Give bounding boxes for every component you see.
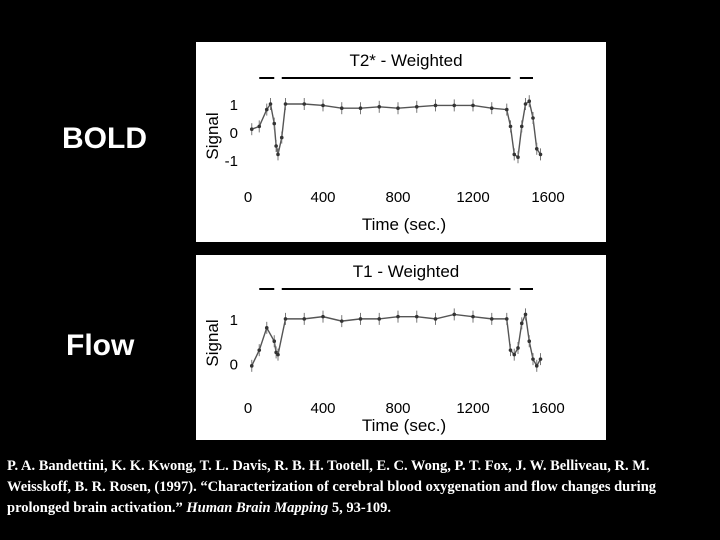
data-point bbox=[264, 326, 269, 330]
x-tick-label: 1600 bbox=[531, 189, 564, 206]
data-point bbox=[508, 124, 513, 129]
data-point bbox=[452, 312, 457, 317]
data-point bbox=[512, 152, 517, 157]
data-point bbox=[538, 152, 543, 157]
data-point bbox=[257, 124, 262, 129]
x-tick-label: 1200 bbox=[456, 400, 489, 417]
data-point bbox=[527, 99, 532, 103]
y-tick-label: 0 bbox=[230, 125, 238, 142]
data-point bbox=[534, 147, 539, 151]
data-point bbox=[377, 105, 382, 109]
data-point bbox=[396, 106, 400, 110]
data-point bbox=[523, 102, 528, 106]
data-point bbox=[358, 106, 363, 110]
data-point bbox=[519, 124, 524, 129]
data-point bbox=[268, 102, 273, 106]
x-tick-label: 0 bbox=[244, 189, 252, 206]
data-point bbox=[433, 103, 438, 108]
x-tick-label: 1600 bbox=[531, 400, 564, 417]
data-point bbox=[527, 339, 532, 344]
data-series-line bbox=[251, 99, 542, 159]
y-tick-label: 0 bbox=[230, 357, 238, 374]
x-tick-label: 400 bbox=[310, 189, 335, 206]
data-point bbox=[534, 364, 539, 368]
data-point bbox=[274, 144, 278, 148]
data-point bbox=[358, 317, 363, 321]
data-point bbox=[272, 339, 277, 344]
data-point bbox=[504, 107, 509, 112]
data-point bbox=[414, 105, 419, 109]
data-point bbox=[272, 121, 277, 126]
y-tick-label: 1 bbox=[230, 97, 238, 114]
y-tick-label: -1 bbox=[225, 153, 238, 170]
flow-chart: T1 - Weighted Signal 1 0 0 400 800 1200 1600 Time… bbox=[203, 262, 565, 435]
data-point bbox=[471, 314, 475, 319]
citation-volume-pages: 5, 93-109. bbox=[328, 500, 392, 516]
y-axis-label: Signal bbox=[203, 319, 222, 366]
data-point bbox=[302, 102, 307, 106]
data-point bbox=[396, 314, 400, 319]
data-point bbox=[523, 312, 528, 317]
bold-label: BOLD bbox=[62, 122, 147, 155]
data-point bbox=[276, 152, 280, 157]
data-point bbox=[276, 352, 280, 357]
data-point bbox=[531, 357, 535, 361]
data-point bbox=[283, 102, 288, 106]
y-tick-label: 1 bbox=[230, 312, 238, 329]
x-tick-label: 0 bbox=[244, 400, 252, 417]
chart-title: T1 - Weighted bbox=[353, 262, 459, 281]
data-point bbox=[279, 135, 284, 140]
flow-chart-panel: T1 - Weighted Signal 1 0 0 400 800 1200 1600 Time… bbox=[196, 255, 606, 440]
data-point bbox=[504, 317, 509, 321]
data-point bbox=[414, 314, 419, 319]
data-point bbox=[516, 155, 520, 159]
data-point bbox=[489, 106, 494, 110]
data-point bbox=[538, 357, 543, 361]
data-point bbox=[264, 107, 269, 112]
citation: P. A. Bandettini, K. K. Kwong, T. L. Dav… bbox=[7, 456, 713, 519]
citation-authors-title: P. A. Bandettini, K. K. Kwong, T. L. Dav… bbox=[7, 458, 657, 516]
chart-title: T2* - Weighted bbox=[349, 51, 462, 70]
data-point bbox=[452, 103, 457, 108]
data-point bbox=[489, 317, 494, 321]
data-point bbox=[321, 314, 325, 319]
x-tick-label: 1200 bbox=[456, 189, 489, 206]
data-point bbox=[339, 106, 344, 110]
data-point bbox=[249, 127, 254, 131]
flow-label: Flow bbox=[66, 329, 135, 362]
data-point bbox=[339, 319, 344, 323]
x-axis-label: Time (sec.) bbox=[362, 215, 446, 234]
data-point bbox=[433, 317, 438, 321]
data-point bbox=[321, 103, 325, 108]
citation-journal: Human Brain Mapping bbox=[186, 500, 329, 516]
y-axis-label: Signal bbox=[203, 112, 222, 159]
data-series-line bbox=[251, 311, 542, 368]
data-point bbox=[531, 116, 535, 120]
data-point bbox=[302, 317, 307, 321]
data-point bbox=[512, 352, 517, 357]
bold-chart-panel: T2* - Weighted Signal 1 0 -1 0 400 800 1200 1600 T… bbox=[196, 42, 606, 242]
x-tick-label: 400 bbox=[310, 400, 335, 417]
data-point bbox=[516, 346, 520, 350]
data-point bbox=[249, 364, 254, 368]
x-tick-label: 800 bbox=[385, 189, 410, 206]
data-point bbox=[377, 317, 382, 321]
data-point bbox=[471, 103, 475, 108]
x-axis-label: Time (sec.) bbox=[362, 416, 446, 435]
x-tick-label: 800 bbox=[385, 400, 410, 417]
data-point bbox=[508, 348, 513, 352]
data-point bbox=[283, 317, 288, 321]
bold-chart: T2* - Weighted Signal 1 0 -1 0 400 800 1200 1600 T… bbox=[203, 51, 565, 234]
data-point bbox=[257, 348, 262, 352]
data-point bbox=[519, 321, 524, 326]
